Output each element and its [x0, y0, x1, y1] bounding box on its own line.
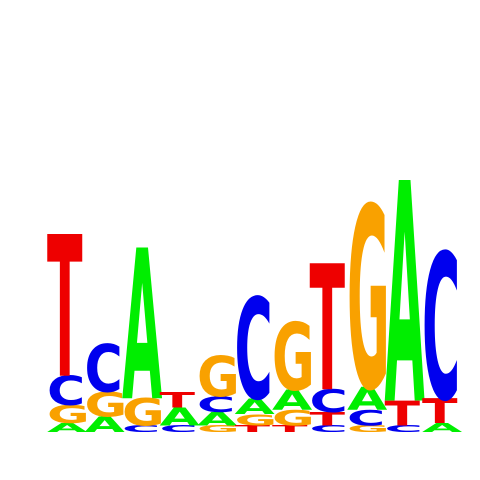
logo-column-2: AGC — [85, 331, 128, 438]
logo-letter-g: G — [235, 411, 278, 429]
logo-letter-a: A — [197, 409, 238, 430]
logo-letter-c: C — [385, 423, 423, 434]
logo-letter-a: A — [235, 394, 275, 419]
logo-column-11: ATC — [422, 212, 463, 446]
logo-letter-g: G — [272, 406, 315, 431]
logo-letter-t: T — [235, 423, 271, 434]
logo-letter-g: G — [272, 303, 315, 411]
logo-column-4: CAT — [160, 388, 201, 434]
logo-letter-c: C — [85, 331, 123, 407]
logo-letter-t: T — [310, 231, 346, 431]
logo-letter-a: A — [272, 384, 313, 417]
logo-letter-c: C — [347, 406, 385, 431]
logo-letter-c: C — [310, 384, 348, 420]
logo-letter-g: G — [47, 400, 90, 429]
logo-letter-a: A — [122, 206, 162, 447]
logo-letter-a: A — [347, 381, 387, 417]
logo-letter-t: T — [160, 388, 196, 413]
logo-letter-c: C — [422, 212, 460, 446]
logo-letter-g: G — [197, 344, 240, 409]
logo-column-10: CTA — [385, 122, 425, 473]
logo-letter-t: T — [272, 423, 308, 434]
logo-letter-c: C — [160, 423, 198, 434]
logo-letter-a: A — [160, 402, 201, 431]
logo-letter-g: G — [85, 385, 128, 424]
logo-letter-c: C — [310, 423, 348, 434]
logo-letter-g: G — [347, 423, 390, 434]
logo-letter-g: G — [122, 391, 165, 434]
logo-letter-g: G — [347, 154, 390, 446]
logo-letter-t: T — [47, 195, 83, 422]
logo-letter-a: A — [385, 122, 425, 473]
logo-letter-t: T — [310, 409, 346, 430]
logo-letter-c: C — [122, 423, 160, 434]
logo-column-3: CGA — [122, 206, 165, 447]
logo-letter-t: T — [385, 394, 421, 433]
logo-letter-g: G — [197, 423, 240, 434]
logo-letter-t: T — [422, 392, 458, 431]
logo-letter-a: A — [85, 412, 125, 437]
logo-letter-a: A — [47, 421, 88, 435]
logo-letter-c: C — [235, 270, 273, 432]
logo-letter-a: A — [422, 421, 463, 435]
logo-letter-c: C — [197, 392, 235, 417]
logo-letter-c: C — [47, 368, 85, 415]
